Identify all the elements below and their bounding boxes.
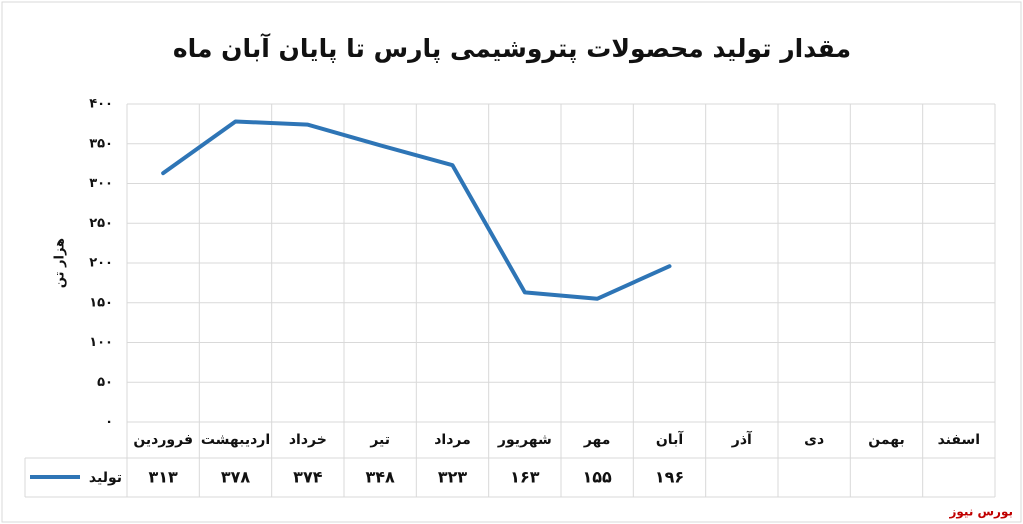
x-tick-label: آذر (731, 430, 753, 448)
data-table-value: ۱۵۵ (583, 468, 613, 487)
data-table-value: ۳۷۸ (221, 468, 251, 487)
data-table-value: ۳۷۴ (293, 468, 323, 487)
data-table-value: ۳۲۳ (438, 468, 468, 487)
x-tick-label: مرداد (434, 432, 471, 448)
x-tick-label: اردیبهشت (201, 432, 270, 448)
x-tick-label: خرداد (289, 432, 327, 448)
x-tick-label: اسفند (938, 432, 980, 448)
x-tick-label: دی (804, 432, 824, 448)
y-tick-label: ۵۰ (97, 375, 113, 390)
y-axis-label: هزار تن (53, 238, 68, 288)
y-tick-label: ۲۰۰ (89, 256, 113, 271)
data-table-value: ۳۱۳ (149, 468, 179, 487)
data-table-value: ۱۹۶ (655, 468, 684, 487)
x-tick-label: بهمن (868, 432, 904, 448)
x-tick-label: آبان (656, 430, 684, 448)
y-tick-label: ۱۵۰ (89, 295, 113, 310)
x-tick-label: شهریور (497, 432, 552, 448)
x-tick-label: مهر (583, 432, 611, 448)
data-table-value: ۱۶۳ (510, 468, 540, 487)
y-tick-label: ۴۰۰ (89, 97, 113, 112)
y-tick-label: ۳۵۰ (89, 136, 113, 151)
y-tick-label: ۰ (105, 415, 113, 430)
x-tick-label: فروردین (133, 432, 193, 448)
y-tick-label: ۳۰۰ (89, 176, 113, 191)
chart-title: مقدار تولید محصولات پتروشیمی پارس تا پای… (173, 33, 851, 64)
y-tick-label: ۲۵۰ (89, 216, 113, 231)
x-tick-label: تیر (369, 432, 390, 448)
legend-label: تولید (89, 470, 122, 486)
source: بورس نیوز (948, 505, 1013, 520)
y-tick-label: ۱۰۰ (89, 335, 113, 350)
series-line (161, 119, 672, 301)
data-table-value: ۳۴۸ (366, 468, 396, 487)
